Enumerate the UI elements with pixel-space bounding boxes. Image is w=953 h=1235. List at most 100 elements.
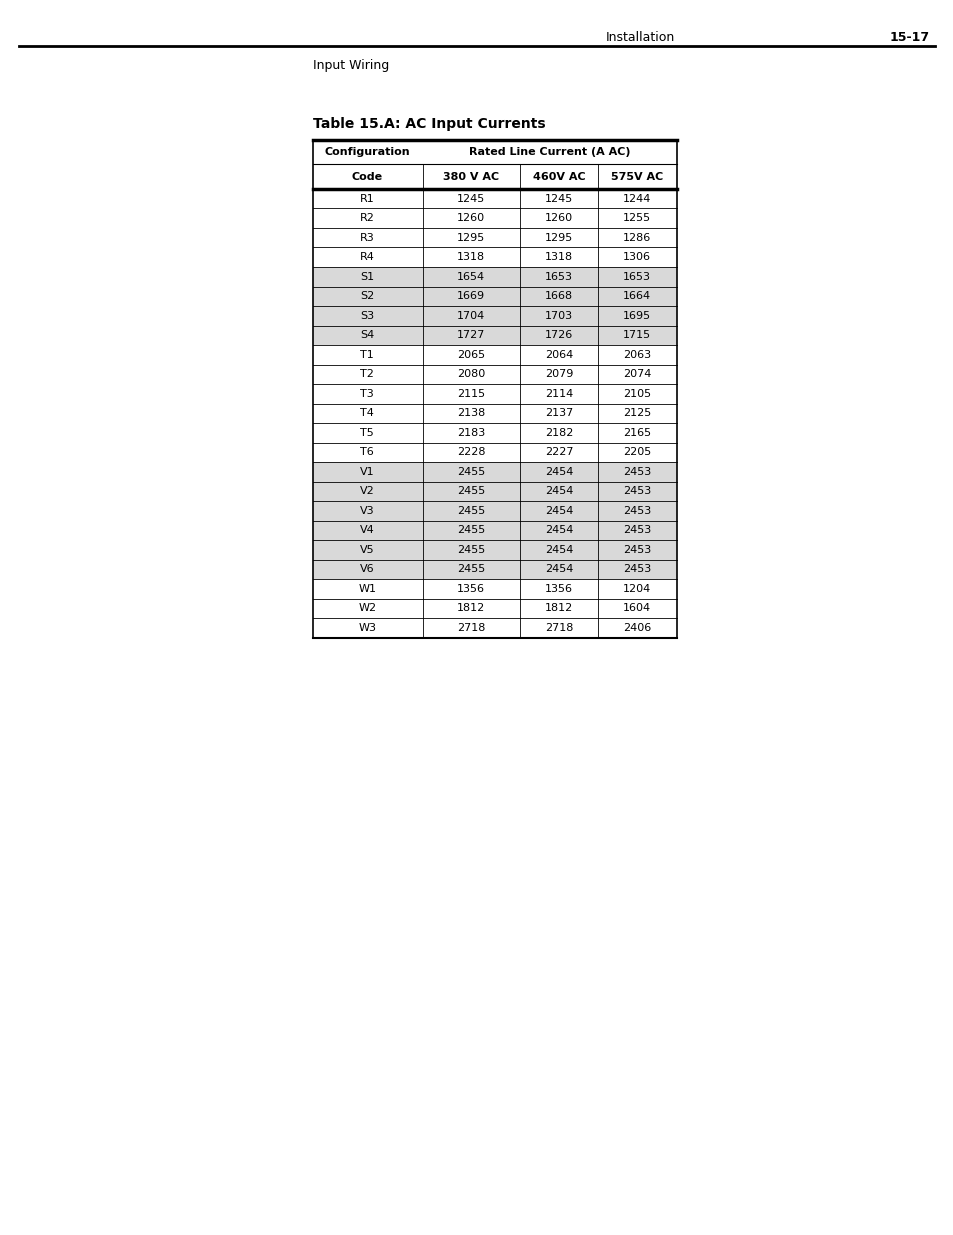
Text: 1244: 1244	[622, 194, 651, 204]
Text: 2718: 2718	[456, 622, 485, 634]
Text: 2455: 2455	[456, 487, 485, 496]
Text: 2183: 2183	[456, 427, 485, 438]
Text: 2453: 2453	[622, 545, 651, 555]
Text: 1727: 1727	[456, 330, 485, 341]
Text: 1260: 1260	[544, 214, 573, 224]
Text: Installation: Installation	[605, 31, 675, 44]
Text: 1812: 1812	[544, 604, 573, 614]
Text: S3: S3	[360, 311, 374, 321]
Text: 2063: 2063	[622, 350, 651, 359]
Text: 1356: 1356	[456, 584, 485, 594]
Text: T4: T4	[360, 409, 374, 419]
Text: 2065: 2065	[456, 350, 485, 359]
Text: 1255: 1255	[622, 214, 651, 224]
Text: R4: R4	[359, 252, 375, 262]
Text: 2182: 2182	[544, 427, 573, 438]
Text: 2454: 2454	[544, 487, 573, 496]
Text: 2406: 2406	[622, 622, 651, 634]
Text: S4: S4	[360, 330, 374, 341]
Text: 2064: 2064	[544, 350, 573, 359]
Text: T2: T2	[360, 369, 374, 379]
Text: 1295: 1295	[544, 232, 573, 243]
Text: Table 15.A: AC Input Currents: Table 15.A: AC Input Currents	[313, 117, 545, 131]
Text: 2205: 2205	[622, 447, 651, 457]
Text: T3: T3	[360, 389, 374, 399]
Text: 1726: 1726	[544, 330, 573, 341]
Text: 1668: 1668	[544, 291, 573, 301]
Text: 460V AC: 460V AC	[532, 172, 585, 182]
Text: 1318: 1318	[456, 252, 485, 262]
Text: 2125: 2125	[622, 409, 651, 419]
Text: 2453: 2453	[622, 467, 651, 477]
Text: Configuration: Configuration	[324, 147, 410, 157]
Text: 2455: 2455	[456, 564, 485, 574]
Text: V4: V4	[359, 525, 375, 536]
Text: 1715: 1715	[622, 330, 651, 341]
Text: 1245: 1245	[456, 194, 485, 204]
Text: 2453: 2453	[622, 564, 651, 574]
Text: 1669: 1669	[456, 291, 485, 301]
Text: 380 V AC: 380 V AC	[443, 172, 498, 182]
Text: 2453: 2453	[622, 487, 651, 496]
Text: 1812: 1812	[456, 604, 485, 614]
Text: 2453: 2453	[622, 506, 651, 516]
Text: 2455: 2455	[456, 545, 485, 555]
Text: V1: V1	[359, 467, 375, 477]
Text: 2454: 2454	[544, 467, 573, 477]
Text: 1356: 1356	[544, 584, 573, 594]
Text: 2454: 2454	[544, 506, 573, 516]
Text: T5: T5	[360, 427, 374, 438]
Text: 1318: 1318	[544, 252, 573, 262]
Text: 1695: 1695	[622, 311, 651, 321]
Text: T6: T6	[360, 447, 374, 457]
Text: V3: V3	[359, 506, 375, 516]
Text: 1654: 1654	[456, 272, 485, 282]
Text: 1245: 1245	[544, 194, 573, 204]
Text: 2079: 2079	[544, 369, 573, 379]
Text: Input Wiring: Input Wiring	[313, 59, 389, 73]
Text: 2138: 2138	[456, 409, 485, 419]
Text: 15-17: 15-17	[889, 31, 929, 44]
Text: 1260: 1260	[456, 214, 485, 224]
Text: V5: V5	[359, 545, 375, 555]
Text: 2455: 2455	[456, 506, 485, 516]
Text: W1: W1	[358, 584, 375, 594]
Text: 2454: 2454	[544, 525, 573, 536]
Text: 2455: 2455	[456, 467, 485, 477]
Text: 1286: 1286	[622, 232, 651, 243]
Text: 2080: 2080	[456, 369, 485, 379]
Text: 2114: 2114	[544, 389, 573, 399]
Text: 1653: 1653	[622, 272, 651, 282]
Text: 1204: 1204	[622, 584, 651, 594]
Text: 2105: 2105	[622, 389, 651, 399]
Text: W3: W3	[358, 622, 375, 634]
Text: R3: R3	[359, 232, 375, 243]
Text: V2: V2	[359, 487, 375, 496]
Text: Rated Line Current (A AC): Rated Line Current (A AC)	[469, 147, 630, 157]
Text: 2137: 2137	[544, 409, 573, 419]
Text: W2: W2	[358, 604, 375, 614]
Text: S1: S1	[360, 272, 374, 282]
Text: 1604: 1604	[622, 604, 651, 614]
Text: V6: V6	[359, 564, 375, 574]
Text: 2455: 2455	[456, 525, 485, 536]
Text: 1704: 1704	[456, 311, 485, 321]
Text: 2718: 2718	[544, 622, 573, 634]
Text: T1: T1	[360, 350, 374, 359]
Text: 1306: 1306	[622, 252, 651, 262]
Text: 2453: 2453	[622, 525, 651, 536]
Text: 1664: 1664	[622, 291, 651, 301]
Text: 2074: 2074	[622, 369, 651, 379]
Text: 1653: 1653	[544, 272, 573, 282]
Text: 2228: 2228	[456, 447, 485, 457]
Text: 2227: 2227	[544, 447, 573, 457]
Text: R1: R1	[359, 194, 375, 204]
Text: 2115: 2115	[456, 389, 485, 399]
Text: S2: S2	[360, 291, 374, 301]
Text: 2454: 2454	[544, 545, 573, 555]
Text: 2165: 2165	[622, 427, 651, 438]
Text: 2454: 2454	[544, 564, 573, 574]
Text: 575V AC: 575V AC	[611, 172, 662, 182]
Text: Code: Code	[352, 172, 382, 182]
Text: 1703: 1703	[544, 311, 573, 321]
